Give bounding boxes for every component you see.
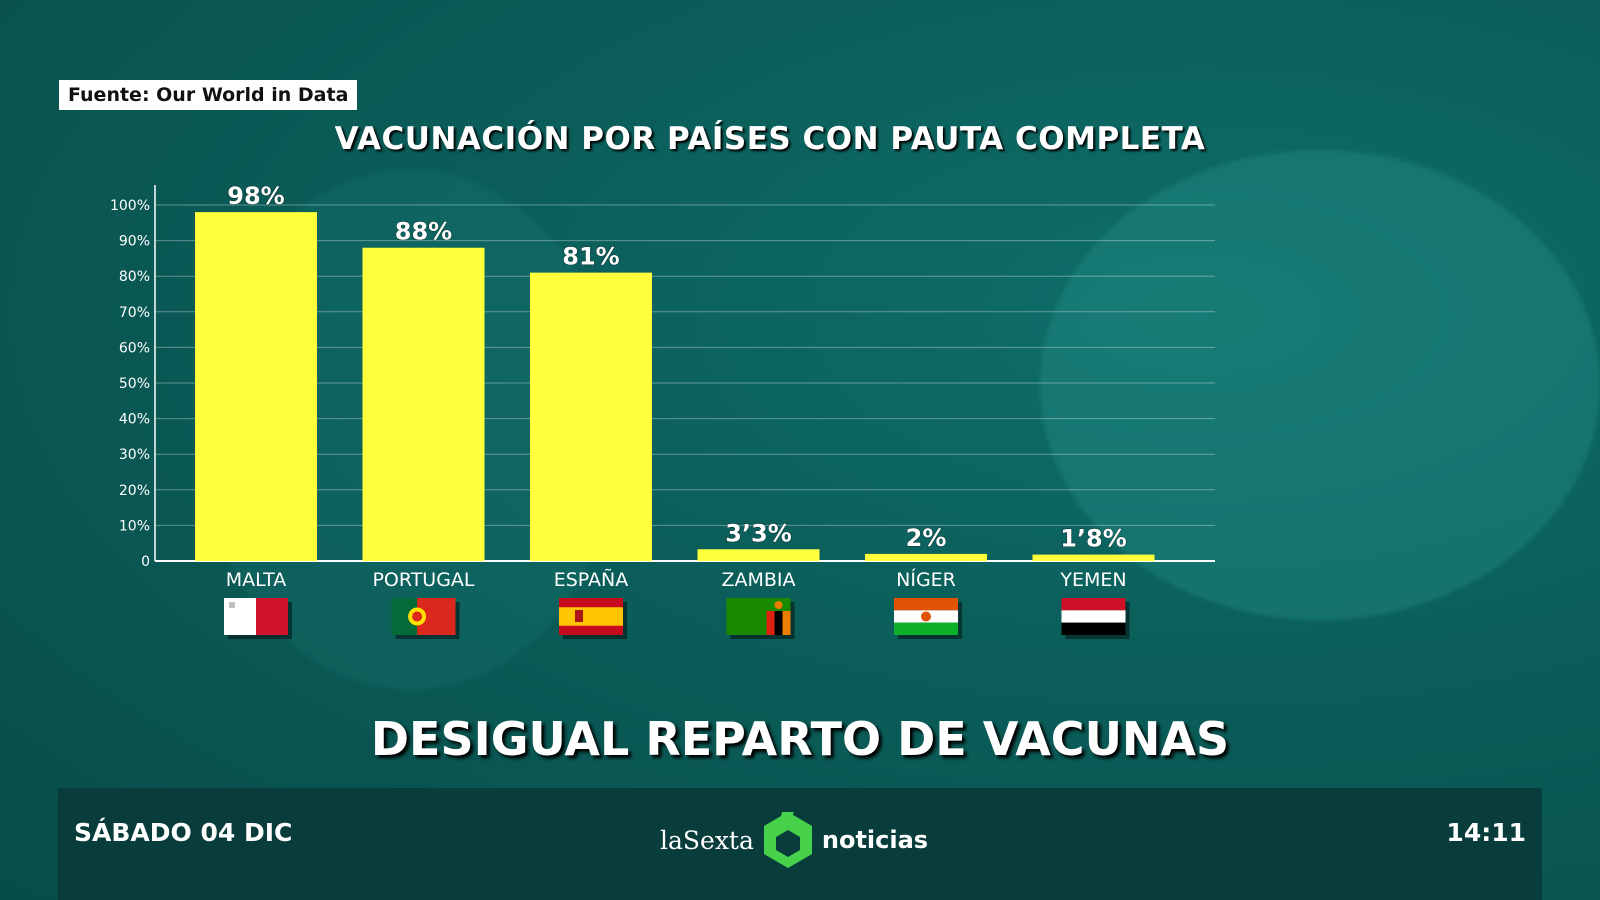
value-label: 3’3% — [725, 519, 792, 547]
bar-malta — [195, 212, 317, 561]
bar-chart: 0 10% 20% 30% 40% 50% 60% 70% 80% 90% 100% 98% MALTA… — [110, 181, 1155, 639]
category-label: NÍGER — [896, 568, 956, 591]
news-ticker: SÁBADO 04 DIC laSexta noticias 14:11 — [58, 788, 1542, 900]
source-label: Fuente: Our World in Data — [59, 80, 358, 110]
spain-flag-icon — [559, 598, 627, 639]
lasexta-logo-icon — [763, 812, 812, 868]
zambia-flag-icon — [726, 598, 795, 639]
y-tick-label: 50% — [119, 376, 150, 392]
channel-brand: laSexta noticias — [660, 810, 928, 870]
y-tick-label: 90% — [119, 234, 150, 250]
category-label: PORTUGAL — [372, 569, 474, 591]
portugal-flag-icon — [391, 598, 460, 639]
bar-yemen — [1032, 554, 1155, 561]
y-tick-label: 80% — [119, 269, 150, 285]
category-label: ESPAÑA — [554, 568, 629, 591]
bar-zambia — [697, 549, 820, 561]
malta-flag-icon — [224, 598, 292, 639]
y-tick-label: 70% — [119, 305, 150, 321]
value-label: 98% — [227, 182, 284, 210]
y-tick-label: 60% — [119, 340, 150, 356]
y-tick-label: 100% — [110, 198, 150, 214]
niger-flag-icon — [894, 598, 962, 639]
value-label: 88% — [395, 218, 452, 246]
bar-níger — [865, 553, 987, 561]
bar-españa — [530, 272, 652, 561]
brand-section: noticias — [821, 826, 929, 854]
value-label: 1’8% — [1060, 525, 1127, 553]
value-label: 2% — [906, 524, 947, 552]
y-tick-label: 0 — [141, 554, 150, 570]
value-label: 81% — [562, 243, 619, 271]
category-label: MALTA — [226, 569, 287, 591]
y-tick-label: 20% — [119, 483, 150, 499]
y-tick-label: 40% — [119, 412, 150, 428]
brand-name: laSexta — [660, 825, 754, 855]
ticker-time: 14:11 — [1446, 818, 1526, 847]
background-hand — [1040, 150, 1600, 620]
y-tick-label: 30% — [119, 447, 150, 463]
bar-portugal — [362, 247, 485, 561]
headline: DESIGUAL REPARTO DE VACUNAS — [370, 712, 1230, 766]
category-label: ZAMBIA — [721, 569, 795, 591]
chart-title: VACUNACIÓN POR PAÍSES CON PAUTA COMPLETA — [334, 121, 1206, 157]
yemen-flag-icon — [1061, 598, 1130, 639]
ticker-date: SÁBADO 04 DIC — [74, 818, 293, 847]
y-tick-label: 10% — [119, 518, 150, 534]
category-label: YEMEN — [1059, 569, 1126, 591]
